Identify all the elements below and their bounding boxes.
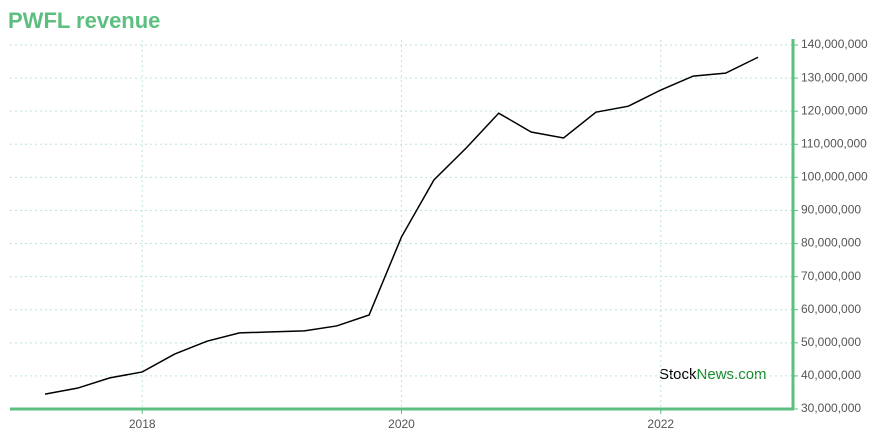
y-tick-label: 50,000,000 xyxy=(801,335,861,349)
y-tick-label: 60,000,000 xyxy=(801,302,861,316)
y-tick-label: 80,000,000 xyxy=(801,236,861,250)
line-series xyxy=(44,56,759,395)
y-tick-label: 70,000,000 xyxy=(801,269,861,283)
watermark: StockNews.com xyxy=(659,366,767,383)
y-tick-label: 130,000,000 xyxy=(801,70,868,84)
y-tick-label: 140,000,000 xyxy=(801,37,868,51)
watermark-part: Stock xyxy=(659,366,697,383)
x-tick-label: 2018 xyxy=(129,417,156,431)
y-tick-label: 120,000,000 xyxy=(801,103,868,117)
chart-title: PWFL revenue xyxy=(8,8,160,33)
y-tick-label: 40,000,000 xyxy=(801,368,861,382)
x-tick-label: 2020 xyxy=(388,417,415,431)
watermark-part: News.com xyxy=(697,366,767,383)
y-tick-label: 90,000,000 xyxy=(801,203,861,217)
y-tick-label: 110,000,000 xyxy=(801,136,867,150)
x-tick-label: 2022 xyxy=(647,417,674,431)
y-tick-label: 100,000,000 xyxy=(801,170,868,184)
y-tick-label: 30,000,000 xyxy=(801,401,861,415)
